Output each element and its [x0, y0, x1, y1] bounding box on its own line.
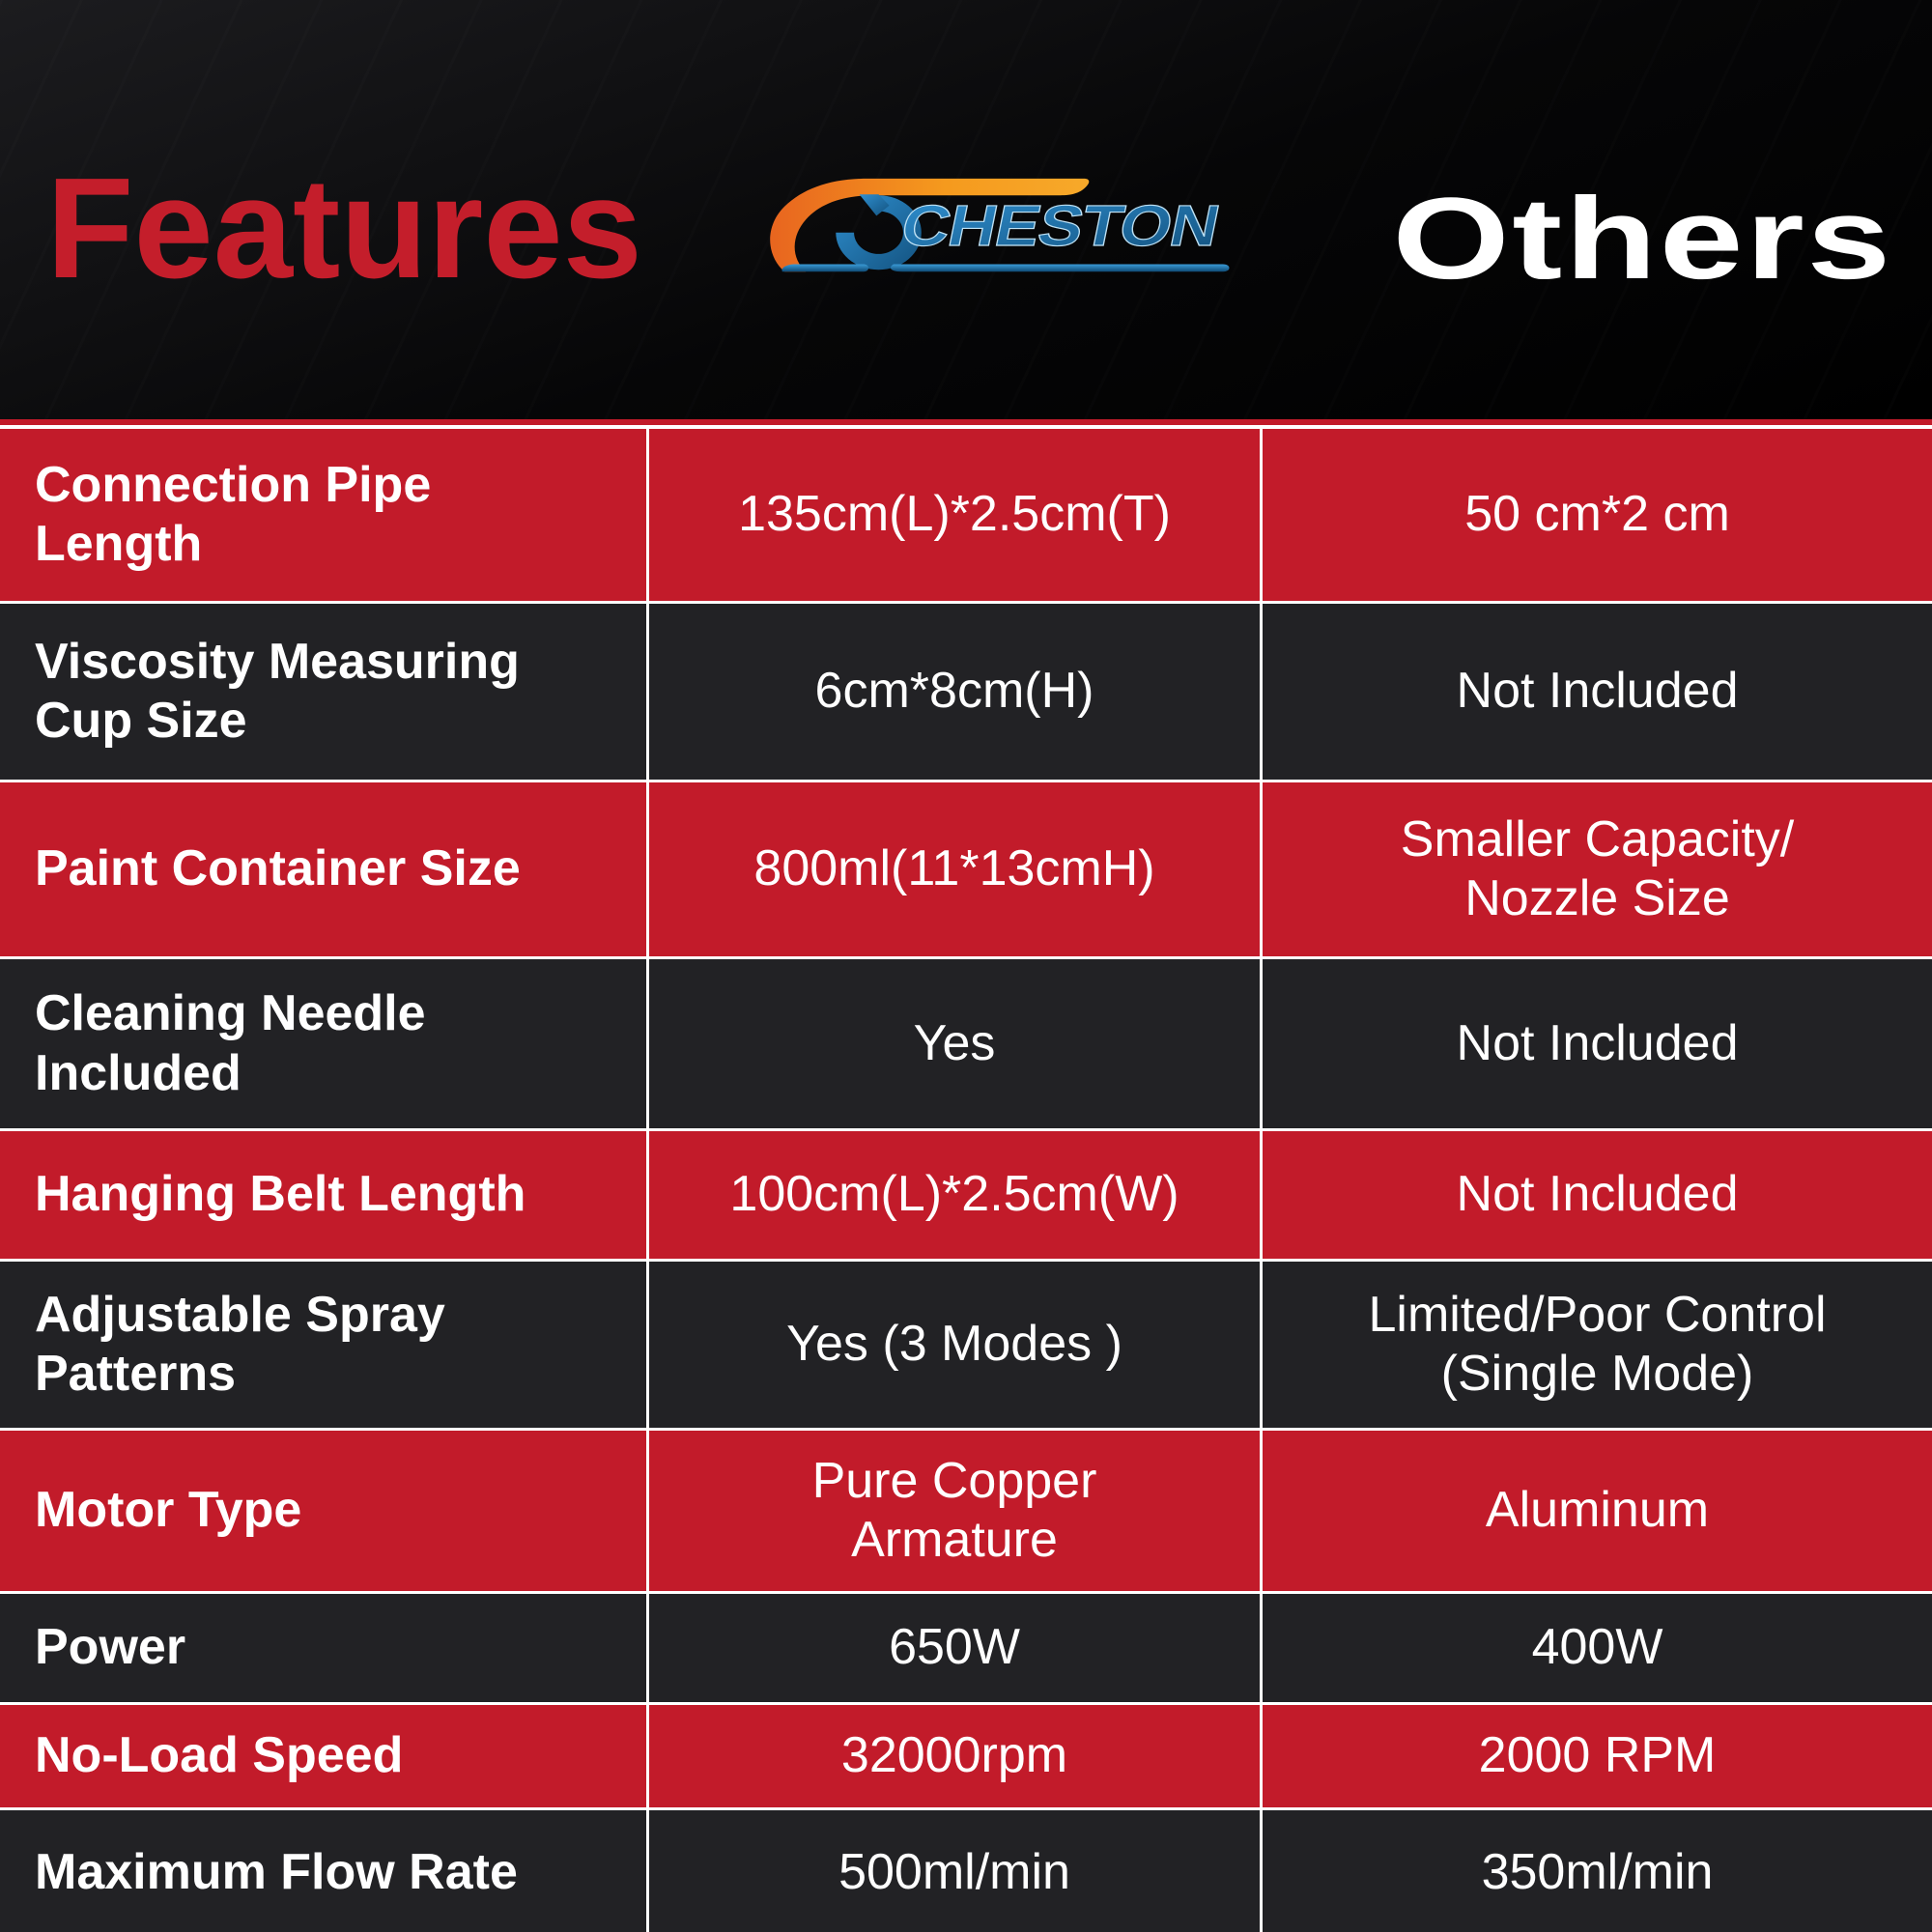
svg-text:CHESTON: CHESTON — [895, 193, 1224, 258]
